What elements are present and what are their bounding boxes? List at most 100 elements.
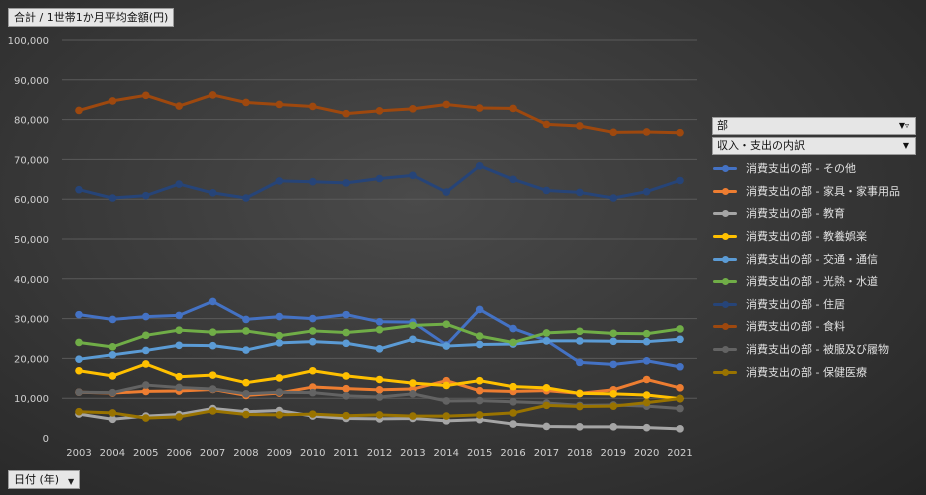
- data-point[interactable]: [175, 372, 183, 381]
- data-point[interactable]: [141, 381, 150, 389]
- data-point[interactable]: [75, 388, 83, 397]
- data-point[interactable]: [375, 345, 384, 353]
- data-point[interactable]: [208, 341, 217, 350]
- data-point[interactable]: [509, 338, 517, 347]
- data-point[interactable]: [208, 297, 217, 306]
- data-point[interactable]: [108, 372, 117, 380]
- data-point[interactable]: [342, 392, 350, 400]
- data-point[interactable]: [208, 371, 217, 379]
- data-point[interactable]: [609, 390, 618, 398]
- data-point[interactable]: [576, 423, 584, 431]
- data-point[interactable]: [375, 386, 384, 394]
- data-point[interactable]: [141, 360, 150, 368]
- data-point[interactable]: [509, 382, 517, 391]
- data-point[interactable]: [208, 91, 217, 99]
- data-point[interactable]: [141, 387, 150, 396]
- data-point[interactable]: [509, 324, 517, 333]
- data-point[interactable]: [475, 386, 484, 395]
- data-point[interactable]: [409, 390, 417, 398]
- data-point[interactable]: [175, 383, 183, 392]
- data-point[interactable]: [442, 100, 451, 109]
- data-point[interactable]: [676, 404, 684, 413]
- data-point[interactable]: [275, 411, 284, 419]
- data-point[interactable]: [442, 412, 451, 420]
- data-point[interactable]: [475, 305, 484, 314]
- data-point[interactable]: [609, 329, 618, 338]
- data-point[interactable]: [75, 106, 83, 115]
- data-point[interactable]: [542, 401, 551, 410]
- data-point[interactable]: [141, 414, 150, 422]
- data-point[interactable]: [242, 98, 250, 107]
- data-point[interactable]: [409, 105, 417, 113]
- data-point[interactable]: [375, 317, 384, 326]
- data-point[interactable]: [676, 362, 684, 371]
- data-point[interactable]: [642, 423, 651, 432]
- data-point[interactable]: [509, 409, 517, 417]
- data-point[interactable]: [208, 328, 217, 336]
- data-point[interactable]: [242, 378, 250, 387]
- data-point[interactable]: [242, 194, 250, 202]
- data-point[interactable]: [342, 109, 350, 118]
- data-point[interactable]: [409, 335, 417, 344]
- data-point[interactable]: [342, 411, 350, 420]
- data-point[interactable]: [576, 402, 584, 411]
- data-point[interactable]: [342, 339, 350, 348]
- data-point[interactable]: [609, 128, 618, 137]
- data-point[interactable]: [342, 384, 350, 393]
- data-point[interactable]: [242, 327, 250, 335]
- legend-item[interactable]: 消費支出の部 - 保健医療: [712, 360, 916, 383]
- data-point[interactable]: [409, 379, 417, 387]
- data-point[interactable]: [475, 332, 484, 340]
- data-point[interactable]: [509, 175, 517, 184]
- data-point[interactable]: [75, 407, 83, 416]
- data-point[interactable]: [75, 366, 83, 375]
- data-point[interactable]: [308, 410, 317, 418]
- data-point[interactable]: [208, 385, 217, 393]
- data-point[interactable]: [342, 328, 350, 337]
- data-point[interactable]: [108, 343, 117, 351]
- data-point[interactable]: [442, 188, 451, 196]
- data-point[interactable]: [375, 393, 384, 401]
- data-point[interactable]: [242, 410, 250, 419]
- data-point[interactable]: [108, 194, 117, 202]
- data-point[interactable]: [75, 338, 83, 347]
- data-point[interactable]: [242, 315, 250, 324]
- data-point[interactable]: [542, 186, 551, 195]
- date-field-button[interactable]: 日付 (年) ▼: [8, 470, 81, 489]
- filter-icon[interactable]: ▼▿: [898, 121, 909, 130]
- data-point[interactable]: [576, 358, 584, 367]
- data-point[interactable]: [308, 366, 317, 375]
- data-point[interactable]: [75, 355, 83, 363]
- data-point[interactable]: [75, 310, 83, 319]
- data-point[interactable]: [542, 422, 551, 431]
- data-point[interactable]: [308, 383, 317, 391]
- data-point[interactable]: [275, 331, 284, 340]
- data-point[interactable]: [576, 188, 584, 197]
- data-point[interactable]: [108, 315, 117, 324]
- chevron-down-icon[interactable]: ▼: [67, 477, 75, 486]
- data-point[interactable]: [642, 375, 651, 384]
- data-point[interactable]: [375, 174, 384, 183]
- data-point[interactable]: [409, 321, 417, 330]
- data-point[interactable]: [409, 412, 417, 420]
- data-point[interactable]: [208, 407, 217, 415]
- data-point[interactable]: [208, 189, 217, 197]
- chevron-down-icon[interactable]: ▼: [902, 141, 909, 150]
- data-point[interactable]: [676, 128, 684, 137]
- legend-subfield-button[interactable]: 収入・支出の内訳 ▼: [712, 137, 916, 155]
- legend-item[interactable]: 消費支出の部 - 交通・通信: [712, 247, 916, 270]
- data-point[interactable]: [509, 104, 517, 113]
- data-point[interactable]: [542, 384, 551, 392]
- data-point[interactable]: [242, 346, 250, 354]
- data-point[interactable]: [141, 91, 150, 100]
- data-point[interactable]: [108, 388, 117, 397]
- data-point[interactable]: [509, 397, 517, 406]
- legend-item[interactable]: 消費支出の部 - 家具・家事用品: [712, 180, 916, 203]
- data-point[interactable]: [141, 346, 150, 355]
- data-point[interactable]: [442, 320, 451, 328]
- data-point[interactable]: [175, 102, 183, 110]
- data-point[interactable]: [108, 97, 117, 105]
- data-point[interactable]: [676, 394, 684, 403]
- data-point[interactable]: [308, 177, 317, 186]
- data-point[interactable]: [308, 327, 317, 335]
